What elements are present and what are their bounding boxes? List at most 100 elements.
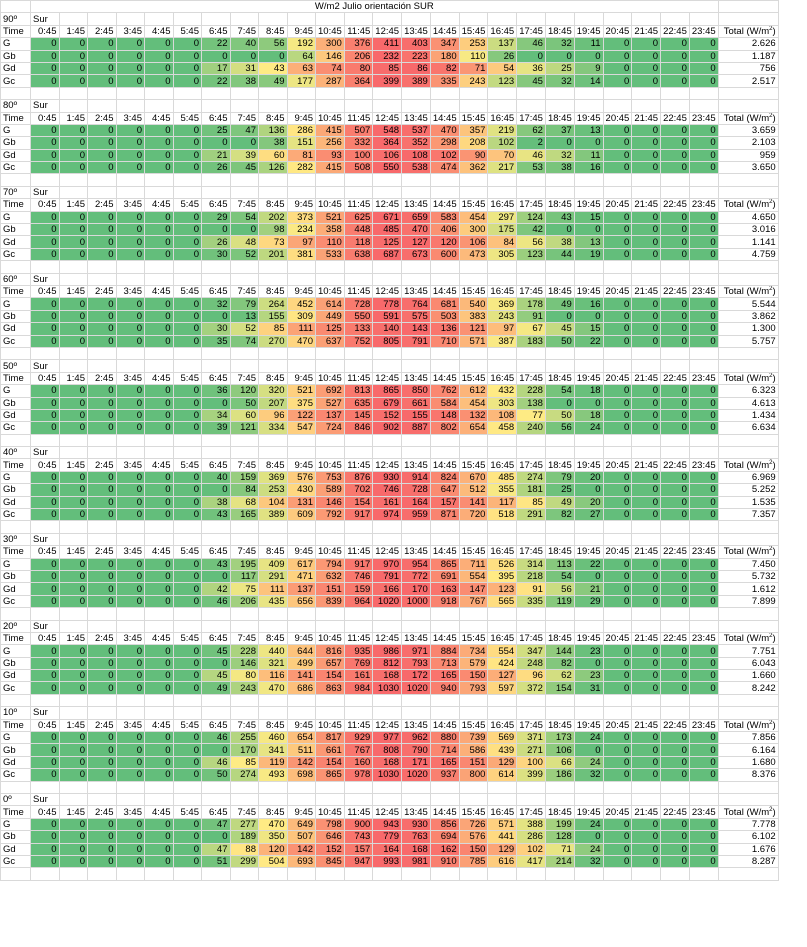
value-cell: 91 <box>516 309 546 324</box>
value-cell: 0 <box>30 384 60 398</box>
blank-cell <box>258 86 288 101</box>
total-label: Total (W/m <box>723 546 770 558</box>
total-header: Total (W/m2) <box>717 805 779 819</box>
value-cell: 52 <box>229 247 259 262</box>
value-cell: 111 <box>286 322 316 336</box>
value-cell: 691 <box>429 569 460 584</box>
value-cell: 794 <box>315 557 345 571</box>
value-cell: 471 <box>286 569 316 584</box>
blank-cell <box>315 520 345 534</box>
time-header: 11:45 <box>343 631 374 646</box>
blank-cell <box>429 185 460 200</box>
blank-cell <box>343 520 374 534</box>
blank-cell <box>87 792 117 807</box>
value-cell: 679 <box>372 396 403 410</box>
time-header: 7:45 <box>229 24 259 39</box>
data-row: Gb 0 0 0 0 0 0 0 0 98 234 358 448 485 470 406 300 175 42 0 0… <box>0 223 779 237</box>
time-header: 17:45 <box>516 24 546 39</box>
value-cell: 728 <box>401 483 431 497</box>
blank-cell <box>660 706 690 720</box>
blank-cell <box>688 12 719 26</box>
blank-cell <box>516 792 546 807</box>
time-header: 22:45 <box>660 111 690 125</box>
value-cell: 264 <box>258 297 288 311</box>
value-cell: 34 <box>201 408 231 423</box>
blank-cell <box>115 173 145 187</box>
value-cell: 309 <box>286 309 316 324</box>
time-header: 14:45 <box>429 718 460 733</box>
value-cell: 0 <box>660 297 690 311</box>
value-cell: 521 <box>315 210 345 225</box>
value-cell: 56 <box>258 37 288 51</box>
time-header: 15:45 <box>458 198 489 212</box>
blank-cell <box>602 520 633 534</box>
blank-cell <box>458 867 489 881</box>
blank-cell <box>0 173 31 187</box>
value-cell: 121 <box>229 421 259 435</box>
value-cell: 9 <box>573 61 604 76</box>
time-header: 11:45 <box>343 545 374 559</box>
value-cell: 16 <box>573 297 604 311</box>
blank-cell <box>717 792 779 807</box>
value-cell: 978 <box>343 768 374 782</box>
time-header: 8:45 <box>258 805 288 819</box>
value-cell: 649 <box>286 817 316 832</box>
value-cell: 470 <box>286 334 316 348</box>
blank-cell <box>660 607 690 621</box>
blank-cell <box>144 86 174 101</box>
time-header: 16:45 <box>487 24 518 39</box>
blank-cell <box>172 446 202 460</box>
blank-cell <box>602 272 633 287</box>
section-angle: 30º <box>0 532 31 547</box>
value-cell: 917 <box>343 557 374 571</box>
value-cell: 0 <box>144 322 174 336</box>
value-cell: 635 <box>343 396 374 410</box>
blank-cell <box>660 433 690 448</box>
value-cell: 334 <box>258 421 288 435</box>
value-cell: 0 <box>688 334 719 348</box>
blank-cell <box>172 693 202 708</box>
time-header: 12:45 <box>372 805 403 819</box>
time-header: 22:45 <box>660 545 690 559</box>
total-cell: 8.242 <box>717 681 779 695</box>
blank-cell <box>315 446 345 460</box>
blank-cell <box>87 99 117 113</box>
blank-cell <box>401 359 431 373</box>
value-cell: 45 <box>229 161 259 175</box>
section-orientation: Sur <box>30 12 60 26</box>
value-cell: 800 <box>458 768 489 782</box>
value-cell: 117 <box>487 495 518 510</box>
time-header: 6:45 <box>201 284 231 299</box>
value-cell: 364 <box>343 74 374 88</box>
time-header: 22:45 <box>660 805 690 819</box>
row-label: Gc <box>0 768 31 782</box>
value-cell: 0 <box>144 309 174 324</box>
value-cell: 0 <box>87 322 117 336</box>
value-cell: 172 <box>401 669 431 683</box>
value-cell: 0 <box>631 495 662 510</box>
blank-cell <box>58 12 88 26</box>
blank-cell <box>286 86 316 101</box>
value-cell: 0 <box>30 123 60 138</box>
value-cell: 0 <box>631 421 662 435</box>
blank-cell <box>343 693 374 708</box>
value-cell: 0 <box>58 495 88 510</box>
value-cell: 0 <box>688 297 719 311</box>
section-orientation: Sur <box>30 619 60 633</box>
time-header: 3:45 <box>115 631 145 646</box>
blank-cell <box>229 532 259 547</box>
blank-cell <box>258 532 288 547</box>
value-cell: 440 <box>258 644 288 658</box>
blank-cell <box>602 86 633 101</box>
value-cell: 228 <box>516 384 546 398</box>
value-cell: 129 <box>487 755 518 770</box>
value-cell: 0 <box>172 557 202 571</box>
time-header: 23:45 <box>688 198 719 212</box>
time-header: 12:45 <box>372 198 403 212</box>
value-cell: 0 <box>30 396 60 410</box>
time-header: 4:45 <box>144 111 174 125</box>
value-cell: 192 <box>286 37 316 51</box>
time-header: 11:45 <box>343 805 374 819</box>
spacer-row <box>0 867 779 881</box>
time-header: 15:45 <box>458 24 489 39</box>
